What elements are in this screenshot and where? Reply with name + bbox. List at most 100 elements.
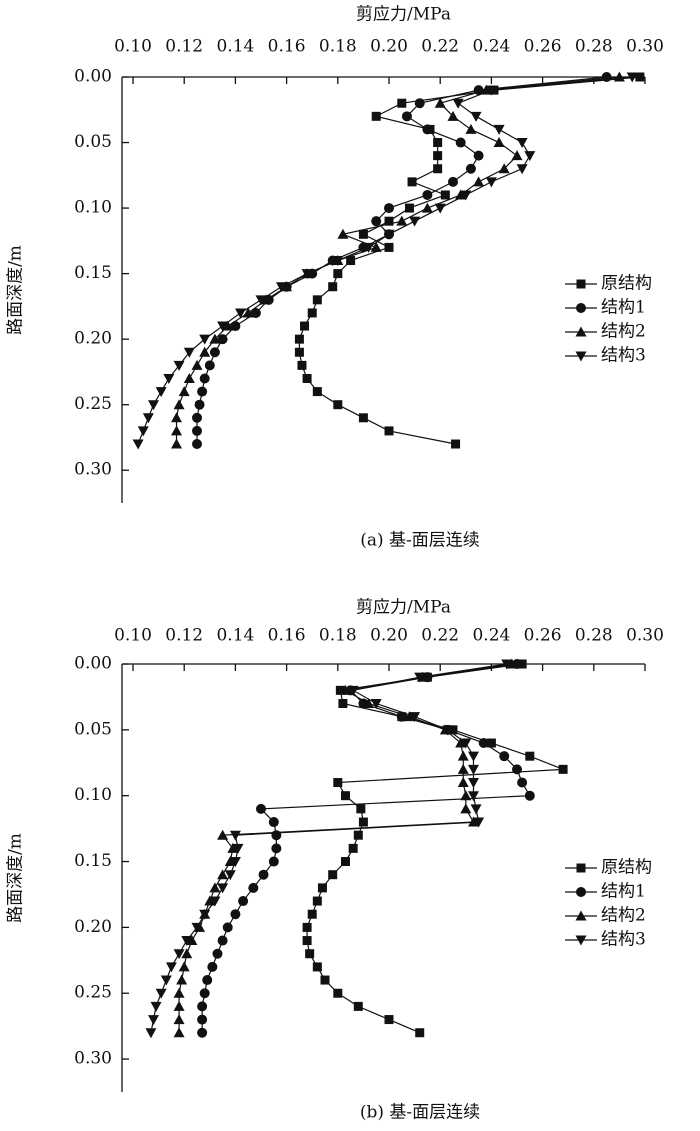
marker [217,334,228,345]
marker [575,326,587,337]
marker [147,1015,159,1026]
series-line [306,663,564,1034]
marker [178,386,190,397]
x-tick-label: 0.30 [626,37,664,57]
marker [199,334,211,345]
marker [155,387,167,398]
marker [348,843,358,853]
marker [176,974,188,985]
x-tick-label: 0.12 [165,37,203,57]
marker [448,176,459,187]
marker [312,896,322,906]
marker [340,857,350,867]
marker [440,190,450,200]
marker [204,360,215,371]
marker [353,1001,363,1011]
marker [209,333,221,344]
legend-label: 结构1 [601,882,646,902]
marker [516,138,528,149]
marker [524,790,535,801]
y-tick-label: 0.20 [74,329,112,349]
marker [340,791,350,801]
marker [300,321,310,331]
marker [217,883,229,894]
marker [363,698,375,709]
marker [192,425,203,436]
marker [212,948,223,959]
marker [512,764,523,775]
marker [258,869,269,880]
marker [485,85,497,96]
y-tick-label: 0.00 [74,67,112,87]
marker [222,320,234,331]
marker [467,764,479,775]
marker [448,725,458,735]
marker [171,425,183,436]
series-line [196,76,607,445]
marker [473,176,485,187]
marker [525,751,535,761]
x-tick-label: 0.20 [370,626,408,646]
marker [558,764,568,774]
marker [147,400,159,411]
marker [371,216,382,227]
marker [601,72,612,82]
marker [356,804,366,814]
x-tick-label: 0.10 [114,626,152,646]
caption: (b) 基-面层连续 [360,1103,480,1123]
marker [194,399,205,410]
marker [338,699,348,709]
marker [486,738,496,748]
x-tick-label: 0.18 [319,626,357,646]
marker [183,347,195,358]
marker [337,228,349,239]
marker [238,896,249,907]
marker [422,124,433,135]
marker [346,256,356,266]
marker [145,1028,157,1039]
marker [499,751,510,762]
marker [302,373,312,383]
x-tick-label: 0.24 [472,37,510,57]
marker [271,843,282,854]
marker [183,372,195,383]
marker [333,269,343,279]
x-tick-label: 0.26 [524,626,562,646]
marker [312,387,322,397]
marker [302,936,312,946]
marker [460,738,472,749]
x-tick-label: 0.26 [524,37,562,57]
marker [455,189,467,200]
marker [433,164,443,174]
legend-label: 结构2 [601,322,646,342]
marker [197,1001,208,1012]
marker [305,949,315,959]
marker [333,778,343,788]
marker [433,151,443,161]
y-tick-label: 0.15 [74,851,112,871]
marker [339,684,351,695]
marker [227,842,239,853]
series-line [178,663,512,1033]
marker [404,203,414,213]
marker [457,750,469,761]
marker [199,909,211,920]
marker [197,1027,208,1038]
marker [415,1028,425,1038]
x-tick-label: 0.14 [216,37,254,57]
marker [506,658,518,669]
marker [217,321,229,332]
marker [173,1027,185,1038]
marker [197,386,208,397]
marker [232,843,244,854]
x-tick-label: 0.14 [216,626,254,646]
marker [217,869,229,880]
marker [384,203,395,214]
marker [217,935,228,946]
marker [224,870,236,881]
marker [370,699,382,710]
marker [409,216,421,227]
axis-title: 剪应力/MPa [356,5,451,25]
marker [333,400,343,410]
